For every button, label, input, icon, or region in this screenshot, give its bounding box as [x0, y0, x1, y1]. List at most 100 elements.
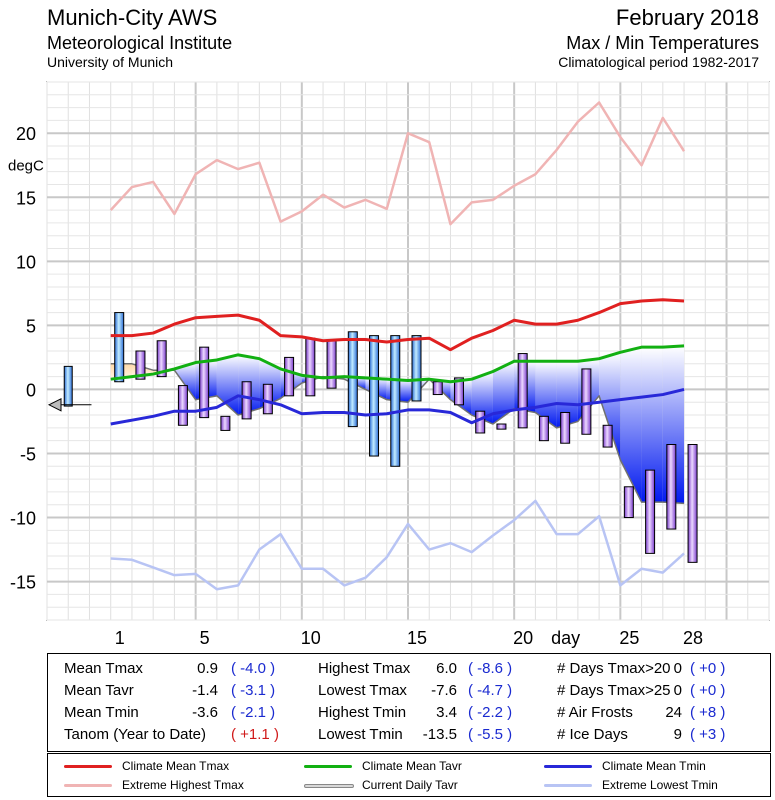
daily-temp-bar	[432, 381, 443, 396]
stat-label: # Ice Days	[557, 726, 628, 743]
legend-label: Climate Mean Tmin	[602, 759, 706, 773]
daily-temp-bar	[687, 444, 698, 563]
x-tick-label: 15	[407, 628, 427, 648]
daily-temp-bar	[666, 444, 677, 530]
daily-temp-bar	[623, 486, 634, 519]
legend-label: Extreme Lowest Tmin	[602, 778, 718, 792]
climate-mean-tmin-line	[110, 387, 685, 426]
cold-anomaly-area	[620, 347, 642, 503]
stat-value: 6.0	[436, 660, 457, 677]
daily-temp-bar	[284, 356, 295, 397]
stat-anomaly: ( +3 )	[690, 726, 726, 743]
stat-anomaly: ( +8 )	[690, 704, 726, 721]
x-axis-label: day	[551, 628, 580, 648]
daily-temp-bar	[453, 377, 464, 406]
daily-temp-bar	[602, 424, 613, 448]
stat-label: # Air Frosts	[557, 704, 633, 721]
stat-anomaly: ( -4.7 )	[468, 682, 513, 699]
extreme-lowest-tmin-line	[110, 499, 685, 591]
daily-temp-bar	[262, 383, 273, 415]
stat-label: Tanom (Year to Date)	[64, 726, 207, 743]
climatology-period: Climatological period 1982-2017	[558, 54, 759, 70]
daily-temp-bar	[326, 340, 337, 389]
y-tick-label: -10	[10, 509, 36, 529]
stat-value: 0	[673, 682, 682, 699]
daily-temp-bar	[241, 381, 252, 420]
cold-anomaly-area	[599, 352, 621, 460]
stat-anomaly: ( -4.0 )	[231, 660, 276, 677]
month-title: February 2018	[615, 5, 759, 30]
cold-anomaly-area	[174, 362, 196, 400]
legend-label: Current Daily Tavr	[362, 778, 458, 792]
daily-temp-bar	[560, 411, 571, 444]
stat-value: 3.4	[436, 704, 457, 721]
stat-anomaly: ( -2.2 )	[468, 704, 513, 721]
legend-swatch	[304, 784, 354, 788]
legend-panel: Climate Mean Tmax Climate Mean Tavr Climat…	[47, 753, 771, 797]
stat-anomaly: ( -3.1 )	[231, 682, 276, 699]
daily-temp-bar	[114, 312, 125, 383]
x-tick-label: 5	[200, 628, 210, 648]
daily-temp-bar	[645, 469, 656, 554]
stat-anomaly: ( -8.6 )	[468, 660, 513, 677]
climate-mean-tmax-line	[110, 298, 685, 352]
daily-temp-bar	[347, 331, 358, 428]
y-tick-label: 10	[16, 252, 36, 272]
legend-swatch	[304, 765, 352, 768]
daily-temp-bar	[538, 415, 549, 442]
legend-swatch	[64, 784, 112, 787]
daily-temp-bar	[517, 353, 528, 429]
daily-temp-bar	[156, 340, 167, 378]
chart-subtitle: Max / Min Temperatures	[566, 33, 759, 53]
legend-label: Climate Mean Tavr	[362, 759, 462, 773]
climate-mean-tavr-line	[110, 344, 685, 384]
y-axis-label: degC	[8, 157, 44, 174]
station-title: Munich-City AWS	[47, 5, 218, 30]
x-tick-label: 10	[301, 628, 321, 648]
x-tick-label: 1	[115, 628, 125, 648]
extreme-highest-tmax-line	[109, 101, 686, 226]
cold-anomaly-area	[492, 361, 515, 425]
legend-swatch	[544, 784, 592, 787]
x-tick-label: 25	[619, 628, 639, 648]
stat-value: -13.5	[422, 726, 457, 743]
y-tick-label: -5	[20, 444, 36, 464]
legend-swatch	[64, 765, 112, 768]
stat-value: 9	[673, 726, 682, 743]
daily-temp-bar	[177, 385, 188, 426]
legend-label: Extreme Highest Tmax	[122, 778, 244, 792]
y-tick-label: 20	[16, 124, 36, 144]
y-tick-label: 15	[16, 188, 36, 208]
stat-label: Mean Tmin	[64, 704, 139, 721]
stat-label: # Days Tmax>25	[557, 682, 671, 699]
stat-value: -7.6	[431, 682, 457, 699]
stat-value: 0.9	[197, 660, 218, 677]
stat-anomaly: ( +0 )	[690, 682, 726, 699]
stat-label: Lowest Tmax	[318, 682, 407, 699]
daily-temp-bar	[199, 346, 210, 419]
daily-temp-bar	[581, 368, 592, 435]
stats-panel: Mean Tmax 0.9 ( -4.0 ) Mean Tavr -1.4 ( -3.1 …	[47, 653, 771, 752]
daily-temp-bar	[390, 335, 401, 467]
daily-temp-bar	[496, 423, 507, 430]
stat-label: Lowest Tmin	[318, 726, 403, 743]
prev-month-bar	[63, 365, 73, 407]
stat-anomaly: ( -5.5 )	[468, 726, 513, 743]
daily-temp-bar	[411, 335, 422, 402]
x-tick-label: 28	[683, 628, 703, 648]
stat-value: -3.6	[192, 704, 218, 721]
stat-anomaly: ( +1.1 )	[231, 726, 279, 743]
y-tick-label: 0	[26, 380, 36, 400]
university-name: University of Munich	[47, 54, 174, 70]
stat-label: # Days Tmax>20	[557, 660, 671, 677]
daily-temp-bar	[369, 335, 380, 457]
x-tick-label: 20	[513, 628, 533, 648]
stat-value: -1.4	[192, 682, 218, 699]
daily-temp-bar	[305, 337, 316, 397]
y-tick-label: 5	[26, 316, 36, 336]
stat-anomaly: ( -2.1 )	[231, 704, 276, 721]
institute-name: Meteorological Institute	[47, 33, 233, 53]
legend-label: Climate Mean Tmax	[122, 759, 230, 773]
stat-value: 0	[673, 660, 682, 677]
